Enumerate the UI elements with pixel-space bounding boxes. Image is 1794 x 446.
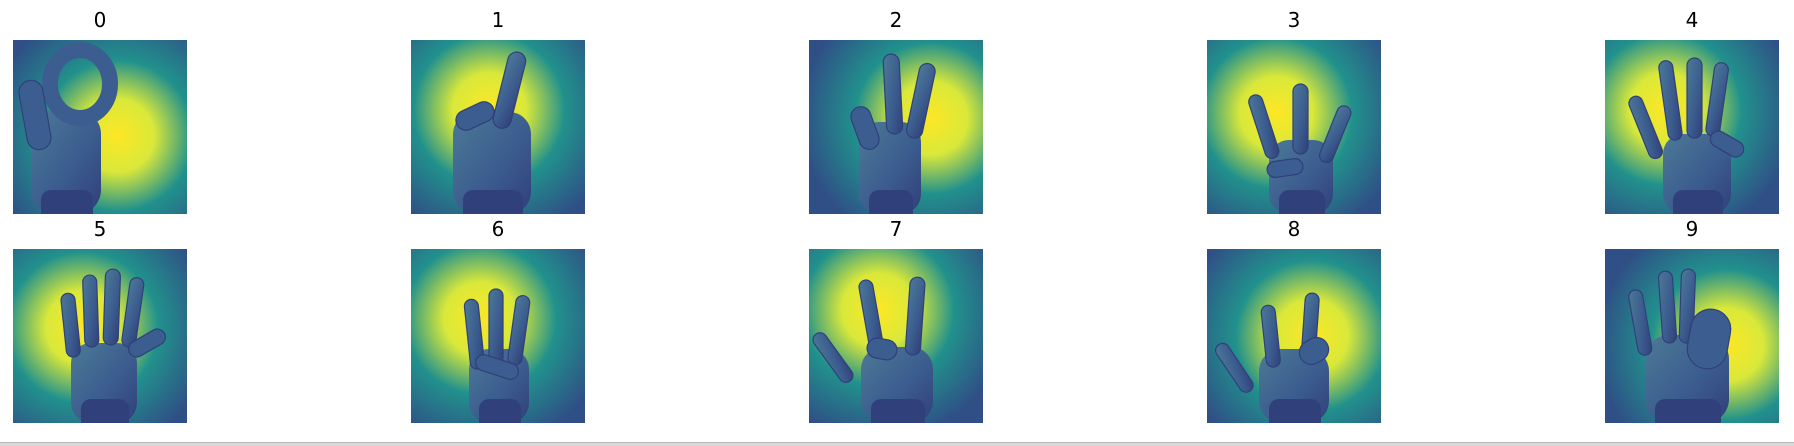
hand-sign-one-icon — [411, 40, 585, 214]
hand-shape — [812, 276, 933, 423]
hand-shape — [453, 51, 531, 214]
hand-sign-seven-icon — [809, 249, 983, 423]
panel-title: 6 — [491, 217, 505, 241]
hand-sign-five-icon — [13, 249, 187, 423]
hand-shape — [1628, 57, 1745, 214]
panel-title: 0 — [93, 8, 107, 32]
hand-shape — [463, 288, 531, 423]
panel-title: 9 — [1685, 217, 1699, 241]
panel-title: 7 — [889, 217, 903, 241]
hand-sign-two-icon — [809, 40, 983, 214]
hand-shape — [1248, 83, 1352, 214]
hand-sign-six-icon — [411, 249, 585, 423]
panel-title: 3 — [1287, 8, 1301, 32]
hand-sign-nine-icon — [1605, 249, 1779, 423]
hand-shape — [850, 53, 936, 214]
panel-title: 4 — [1685, 8, 1699, 32]
panel-title: 5 — [93, 217, 107, 241]
panel-title: 2 — [889, 8, 903, 32]
hand-sign-four-icon — [1605, 40, 1779, 214]
hand-sign-zero-icon — [13, 40, 187, 214]
hand-sign-eight-icon — [1207, 249, 1381, 423]
panel-title: 8 — [1287, 217, 1301, 241]
hand-shape — [1628, 268, 1732, 423]
panel-title: 1 — [491, 8, 505, 32]
hand-shape — [60, 268, 166, 423]
hand-shape — [18, 42, 118, 214]
hand-sign-three-icon — [1207, 40, 1381, 214]
bottom-scroll-edge — [0, 442, 1794, 446]
hand-shape — [1214, 292, 1330, 423]
